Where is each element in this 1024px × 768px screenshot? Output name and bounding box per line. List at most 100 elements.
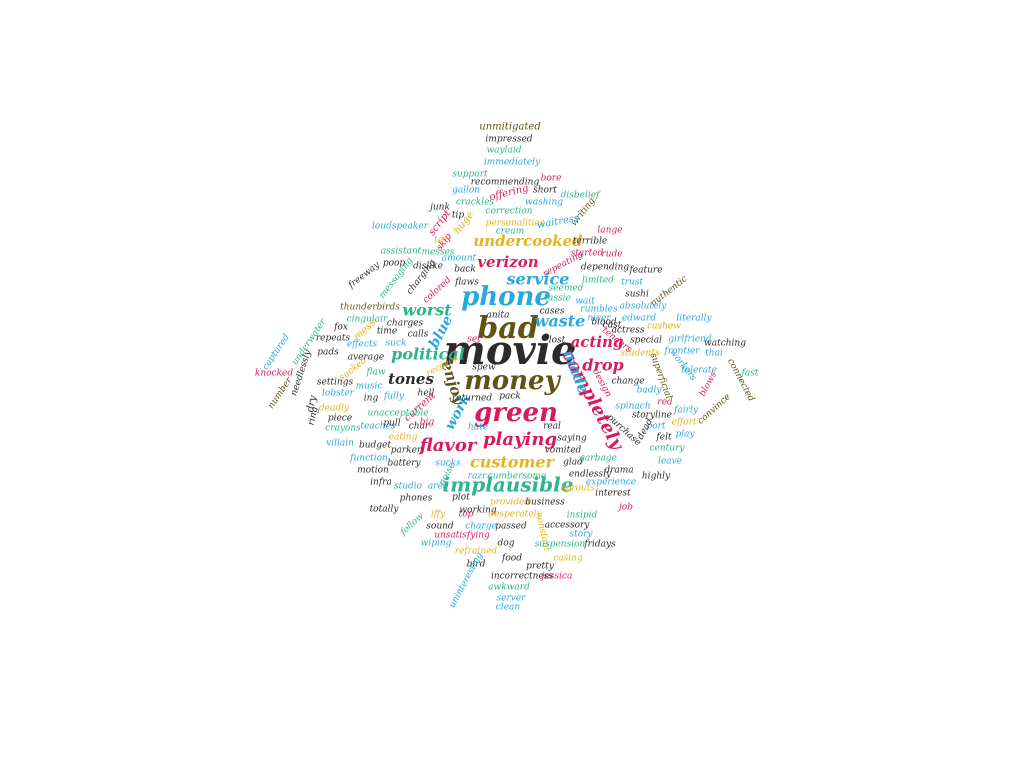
word-parker: parker <box>391 446 422 456</box>
word-money: money <box>464 366 561 396</box>
word-phones: phones <box>400 494 433 504</box>
word-set: set <box>467 335 481 345</box>
word-play: play <box>675 430 695 440</box>
word-assistant: assistant <box>381 247 422 257</box>
word-impressed: impressed <box>485 135 532 145</box>
word-implausible: implausible <box>442 473 573 497</box>
word-seemed: seemed <box>549 284 584 294</box>
word-area: area <box>428 482 448 492</box>
word-incorrectness: incorrectness <box>491 572 553 582</box>
word-literally: literally <box>676 314 712 324</box>
word-cream: cream <box>496 227 525 237</box>
word-working: working <box>459 506 497 516</box>
word-clean: clean <box>496 603 521 613</box>
word-calls: calls <box>408 330 429 340</box>
word-settings: settings <box>317 378 354 388</box>
word-phone: phone <box>461 282 551 312</box>
word-teaches: teaches <box>360 422 395 432</box>
word-sucks: sucks <box>435 459 461 469</box>
word-lobster: lobster <box>322 389 355 399</box>
word-music: music <box>356 382 383 392</box>
word-absolutely: absolutely <box>620 302 668 312</box>
word-special: special <box>630 336 662 346</box>
word-infra: infra <box>370 478 392 488</box>
word-food: food <box>501 554 522 564</box>
word-immediately: immediately <box>484 158 541 168</box>
word-spew: spew <box>472 363 496 373</box>
word-suck: suck <box>386 339 407 349</box>
word-jessica: jessica <box>540 572 573 582</box>
word-movie: movie <box>444 327 577 374</box>
word-razr: razr <box>468 472 487 482</box>
word-fully: fully <box>383 392 405 402</box>
word-ring: ring <box>307 406 321 427</box>
word-fridays: fridays <box>583 540 616 550</box>
word-cases: cases <box>540 307 565 317</box>
word-playing: playing <box>483 429 557 450</box>
word-frontier: frontier <box>664 347 701 357</box>
word-rumbles: rumbles <box>580 305 618 315</box>
word-customer: customer <box>470 453 556 472</box>
word-personalities: personalities <box>486 219 545 229</box>
word-worst: worst <box>402 301 452 320</box>
word-political: political <box>391 345 465 364</box>
word-highly: highly <box>642 472 671 482</box>
word-casing: casing <box>553 554 583 564</box>
word-plot: plot <box>452 493 470 503</box>
word-pack: pack <box>499 392 521 402</box>
word-support: support <box>452 170 488 180</box>
word-top: top <box>459 510 474 520</box>
word-badly: badly <box>637 386 663 396</box>
word-charges: charges <box>387 319 424 329</box>
word-leave: leave <box>658 457 682 467</box>
word-wait: wait <box>575 297 595 307</box>
word-waitress: waitress <box>536 213 580 231</box>
word-tones: tones <box>388 370 434 388</box>
word-motion: motion <box>357 466 389 476</box>
word-junk: junk <box>428 203 450 213</box>
word-felt: felt <box>655 433 672 443</box>
word-freeway: freeway <box>346 260 382 291</box>
word-suspension: suspension <box>535 540 586 550</box>
word-villain: villain <box>326 439 354 449</box>
word-endlessly: endlessly <box>569 470 612 480</box>
word-correction: correction <box>485 207 532 217</box>
word-battery: battery <box>387 459 421 469</box>
word-change: change <box>611 377 644 387</box>
word-text: text <box>434 236 452 246</box>
word-acting: acting <box>571 333 624 351</box>
word-sprouts: sprouts <box>561 484 596 494</box>
word-effort: effort <box>671 418 696 428</box>
word-saying: saying <box>557 434 587 444</box>
word-thai: thai <box>705 349 723 359</box>
word-cingulair: cingulair <box>347 315 388 325</box>
word-eating: eating <box>389 433 418 443</box>
word-sushi: sushi <box>625 290 649 300</box>
word-glad: glad <box>563 458 583 468</box>
word-fox: fox <box>333 323 348 333</box>
word-terrible: terrible <box>573 237 607 247</box>
word-recommending: recommending <box>471 178 540 188</box>
word-bore: bore <box>541 174 562 184</box>
word-service: service <box>506 270 570 289</box>
word-short: short <box>533 186 557 196</box>
word-drama: drama <box>604 466 633 476</box>
word-time: time <box>377 327 397 337</box>
word-anita: anita <box>486 311 509 321</box>
word-green: green <box>474 398 558 428</box>
word-flaw: flaw <box>365 368 385 378</box>
word-cashew: cashew <box>647 322 681 332</box>
word-disbelief: disbelief <box>561 191 601 201</box>
word-nicer: nicer <box>587 314 611 324</box>
word-char: char <box>409 422 430 432</box>
word-feature: feature <box>628 266 662 276</box>
word-port: port <box>646 422 665 432</box>
word-back: back <box>454 265 476 275</box>
word-verizon: verizon <box>477 253 538 271</box>
word-drop: drop <box>582 356 623 375</box>
word-real: real <box>543 422 561 432</box>
word-poop: poop <box>383 259 406 269</box>
word-cast: cast <box>603 321 622 331</box>
word-cumbersome: cumbersome <box>488 472 547 482</box>
